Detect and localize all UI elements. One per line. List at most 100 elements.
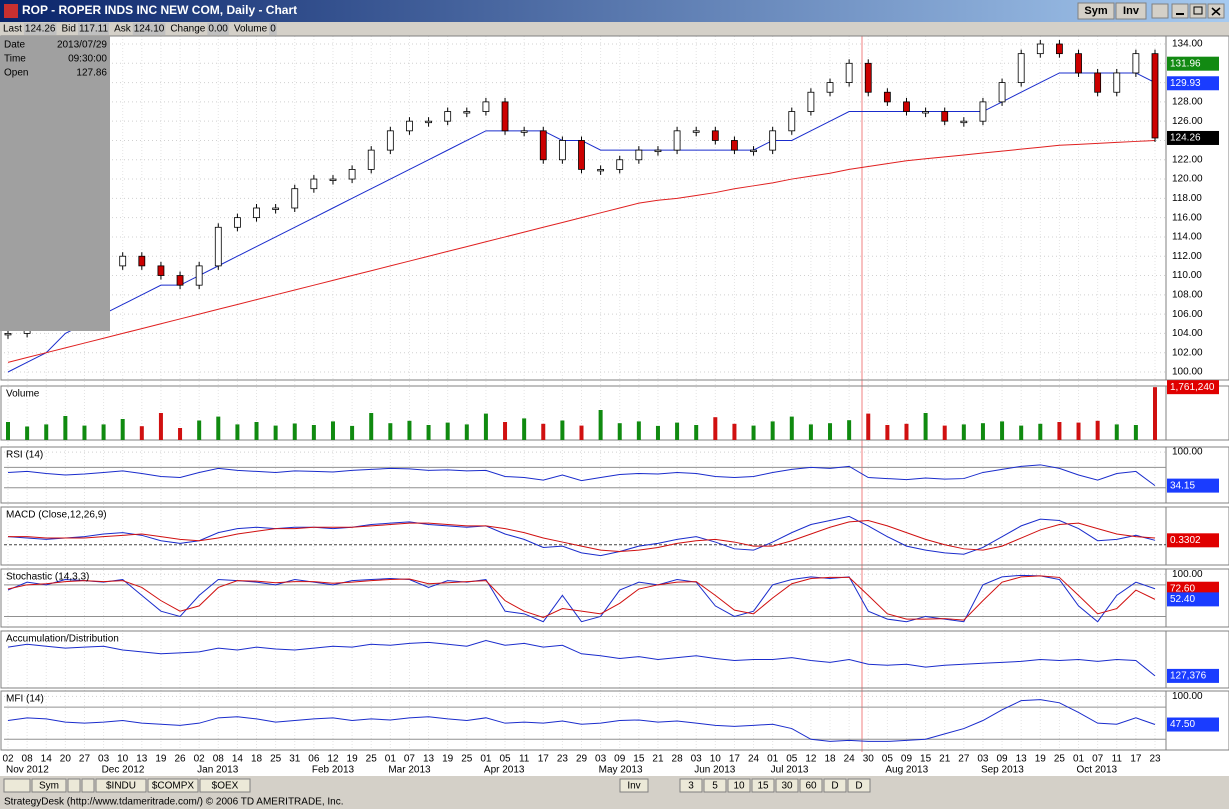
volume-bar [961,424,966,440]
toolbar [0,777,1229,794]
volume-bar [789,416,794,440]
status-bar [0,795,1229,809]
x-day-label: 25 [1054,754,1066,765]
y-tick-label: 118.00 [1172,193,1202,204]
interval-tab[interactable] [679,778,703,793]
interval-tab[interactable] [727,778,751,793]
volume-bar [350,425,355,440]
sym-tab[interactable] [31,778,67,793]
volume-bar [1057,422,1062,440]
interval-tab[interactable] [823,778,847,793]
minimize-button[interactable] [1171,3,1189,19]
interval-tab[interactable] [703,778,727,793]
y-tick-label: 120.00 [1172,174,1203,185]
x-month-label: Apr 2013 [484,765,525,776]
x-day-label: 08 [213,754,225,765]
x-day-label: 05 [499,754,511,765]
interval-tab[interactable] [775,778,799,793]
candle [711,130,719,141]
candle [998,82,1006,103]
volume-bar [923,413,928,440]
interval-tab-label[interactable]: D [855,781,862,792]
volume-bar [1038,423,1043,440]
x-day-label: 27 [79,754,91,765]
symbol-tab[interactable] [147,778,199,793]
sym-button-label[interactable]: Sym [1084,5,1107,17]
last-value-label: 52.40 [1170,594,1195,605]
symbol-tab[interactable] [199,778,251,793]
symbol-tab-label[interactable]: $COMPX [152,781,195,792]
inv-tab[interactable] [619,778,649,793]
nav-prev[interactable] [67,778,81,793]
y-tick-label: 100.00 [1172,691,1203,702]
interval-tab-label[interactable]: 60 [805,781,817,792]
y-tick-label: 106.00 [1172,309,1203,320]
last-value-box [1167,717,1219,732]
interval-tab[interactable] [847,778,871,793]
x-month-label: Jun 2013 [694,765,736,776]
x-day-label: 11 [1112,754,1123,765]
inv-button-label[interactable]: Inv [1123,5,1140,17]
y-tick-label: 134.00 [1172,39,1203,50]
interval-tab-label[interactable]: 15 [757,781,769,792]
candle [119,255,127,267]
symbol-tab-label[interactable]: $INDU [106,781,136,792]
volume-bar [197,420,202,440]
x-day-label: 09 [901,754,913,765]
x-day-label: 01 [767,754,779,765]
pin-button[interactable] [1151,3,1169,19]
y-tick-label: 100.00 [1172,367,1203,378]
candle [253,207,260,219]
x-day-label: 21 [939,754,951,765]
interval-tab-label[interactable]: 3 [688,781,694,792]
candle [597,169,605,172]
interval-tab-label[interactable]: 10 [733,781,745,792]
app-icon [4,4,18,18]
x-month-label: Jan 2013 [197,765,239,776]
interval-tab-label[interactable]: 5 [712,781,718,792]
y-tick-label: 116.00 [1172,212,1202,223]
x-day-label: 01 [480,754,492,765]
last-value-box [1167,478,1219,493]
volume-bar [82,425,87,440]
interval-tab[interactable] [799,778,823,793]
volume-bar [636,421,641,440]
interval-tab[interactable] [751,778,775,793]
candle [520,130,528,133]
inv-tab-label[interactable]: Inv [627,781,640,792]
volume-bar [273,425,278,440]
symbol-tab-label[interactable]: $OEX [212,781,239,792]
volume-bar [445,422,450,440]
maximize-button[interactable] [1189,3,1207,19]
symbol-tab[interactable] [95,778,147,793]
volume-bar [369,413,374,440]
panel-border [0,506,1229,566]
nav-next[interactable] [81,778,95,793]
volume-bar [655,425,660,440]
x-day-label: 23 [557,754,569,765]
interval-tab-label[interactable]: 30 [781,781,793,792]
sym-tab-label[interactable]: Sym [39,781,59,792]
candle [138,255,146,267]
nav-first[interactable] [3,778,31,793]
quote-key: Ask [114,24,132,35]
volume-bar [770,421,775,440]
interval-tab-label[interactable]: D [831,781,838,792]
candle [386,130,394,151]
panel-label: Volume [6,389,40,400]
candle [979,101,987,122]
sym-button[interactable] [1077,2,1115,20]
volume-bar [598,410,603,440]
candle [233,217,241,228]
volume-bar [751,425,756,440]
panel-label: RSI (14) [6,450,43,461]
x-day-label: 30 [863,754,875,765]
last-value-label: 1,761,240 [1170,382,1215,393]
y-tick-label: 102.00 [1172,347,1203,358]
candle [329,178,337,181]
candle [539,130,547,161]
volume-bar [1019,425,1024,440]
y-tick-label: 100.00 [1172,569,1203,580]
inv-button[interactable] [1115,2,1147,20]
